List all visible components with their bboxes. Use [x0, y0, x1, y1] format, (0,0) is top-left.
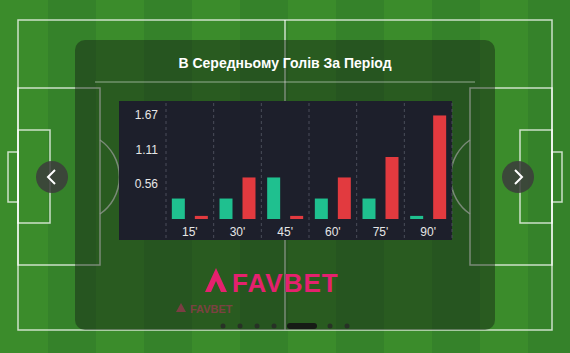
x-tick-label: 15' — [182, 225, 198, 239]
logo-icon-faded — [176, 303, 186, 312]
grid-line — [261, 103, 262, 238]
nav-button — [502, 161, 534, 193]
y-tick — [161, 115, 165, 116]
pitch-boundary — [18, 20, 552, 330]
x-tick-label: 30' — [230, 225, 246, 239]
pager-active — [287, 323, 317, 329]
pager-dot — [328, 324, 333, 329]
bar — [172, 199, 185, 219]
x-tick-label: 90' — [420, 225, 436, 239]
nav-chevron — [48, 170, 55, 184]
pager-dot — [345, 324, 350, 329]
y-tick-label: 1.11 — [136, 143, 159, 157]
bar — [433, 115, 446, 219]
bar — [363, 199, 376, 219]
grid-line — [356, 103, 357, 238]
nav-button — [36, 161, 68, 193]
bar — [386, 157, 399, 219]
bar — [315, 199, 328, 219]
chart-title: В Середньому Голів За Період — [178, 55, 391, 71]
x-tick-label: 75' — [373, 225, 389, 239]
y-tick-label: 1.67 — [135, 108, 159, 122]
y-tick-label: 0.56 — [135, 177, 159, 191]
pager-dot — [221, 324, 226, 329]
overlay-panel — [75, 40, 495, 330]
bar — [267, 177, 280, 219]
goal-right — [552, 152, 562, 202]
pitch-lines — [8, 20, 562, 330]
grid-line — [213, 103, 214, 238]
chart-panel — [119, 101, 452, 240]
bar — [338, 177, 351, 219]
logo-reflection: FAVBET — [190, 303, 233, 315]
pager-dot — [255, 324, 260, 329]
bar — [410, 216, 423, 219]
grid-line — [309, 103, 310, 238]
x-tick-label: 45' — [277, 225, 293, 239]
grid-line — [404, 103, 405, 238]
y-tick — [161, 150, 165, 151]
logo-text: FAVBET — [232, 268, 339, 298]
pitch-stripe — [528, 0, 570, 353]
pager-dot — [238, 324, 243, 329]
y-tick — [161, 184, 165, 185]
x-tick-label: 60' — [325, 225, 341, 239]
bar — [220, 199, 233, 219]
bar — [243, 177, 256, 219]
grid-line — [166, 103, 167, 238]
pager-dot — [272, 324, 277, 329]
bars — [172, 115, 446, 219]
title-rule — [95, 82, 475, 83]
nav-chevron — [515, 170, 522, 184]
logo-icon — [205, 268, 227, 292]
grid-line — [452, 103, 453, 238]
goal-left — [8, 152, 18, 202]
bar — [290, 216, 303, 219]
bar — [195, 216, 208, 219]
